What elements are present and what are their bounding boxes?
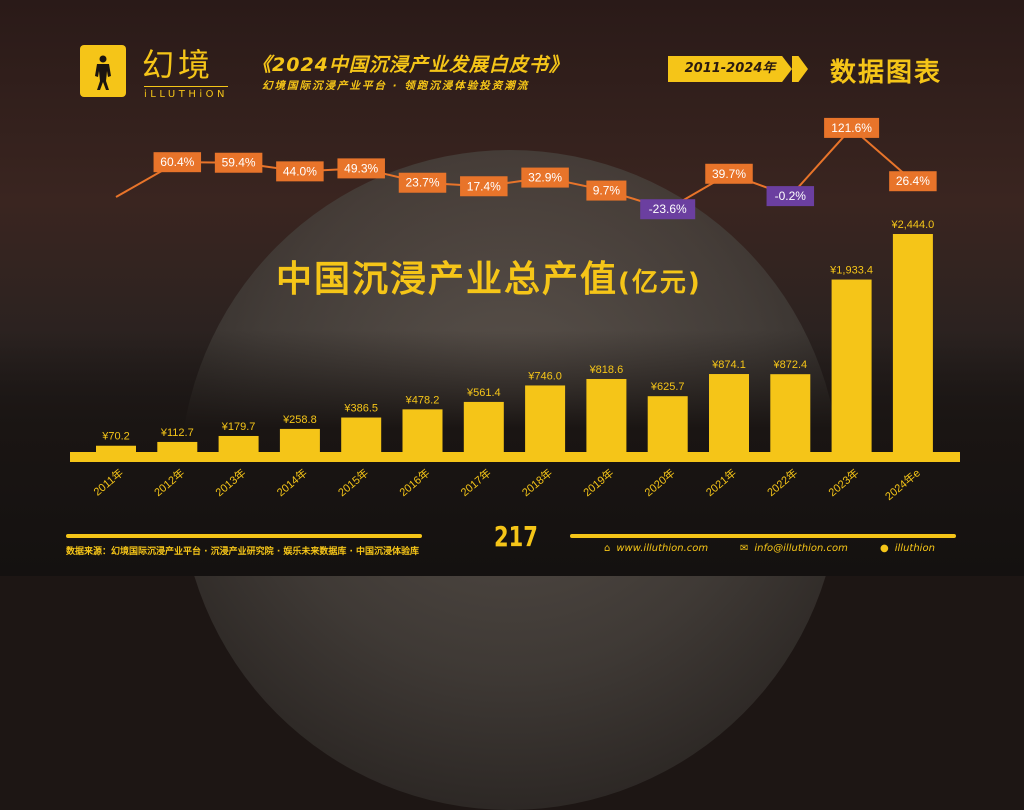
bar-value-label: ¥874.1 [711, 359, 746, 371]
email-link[interactable]: ✉ info@illuthion.com [740, 543, 848, 554]
growth-label: 121.6% [831, 121, 872, 135]
bar-value-label: ¥818.6 [589, 364, 624, 376]
growth-label-box [640, 199, 696, 220]
chart-title-text: 中国沉浸产业总产值 [276, 259, 619, 300]
bar [463, 401, 504, 452]
wechat-link[interactable]: ● illuthion [880, 543, 935, 554]
x-tick-label: 2016年 [396, 466, 432, 500]
growth-label-box [460, 176, 508, 197]
growth-label-box [398, 172, 447, 193]
growth-label-box [586, 180, 627, 201]
growth-label-box [889, 171, 937, 192]
bar [892, 234, 933, 452]
footer-divider-right [570, 534, 956, 538]
x-tick-label: 2020年 [641, 466, 677, 500]
x-tick-label: 2018年 [519, 466, 555, 500]
report-subtitle: 幻境国际沉浸产业平台 · 领跑沉浸体验投资潮流 [262, 80, 530, 92]
bar [157, 441, 198, 452]
x-tick-label: 2015年 [335, 466, 371, 500]
growth-label-box [705, 163, 753, 184]
wechat-icon: ● [880, 543, 889, 554]
growth-label-box [153, 152, 202, 173]
growth-label-box [276, 161, 324, 182]
bar-value-label: ¥2,444.0 [890, 219, 934, 231]
brand-name: 幻境 [142, 46, 215, 84]
footer-divider-left [66, 534, 422, 538]
home-icon: ⌂ [604, 543, 611, 554]
figure-icon [95, 55, 111, 90]
growth-label: 26.4% [896, 174, 930, 188]
bar [402, 409, 443, 452]
growth-label: 9.7% [593, 184, 621, 198]
growth-label: 60.4% [160, 155, 194, 169]
website-text: www.illuthion.com [616, 543, 709, 554]
growth-label: -0.2% [775, 189, 807, 203]
bar-value-label: ¥258.8 [282, 414, 317, 426]
email-text: info@illuthion.com [754, 543, 848, 554]
mail-icon: ✉ [740, 543, 749, 554]
bar-value-label: ¥625.7 [650, 381, 685, 393]
website-link[interactable]: ⌂ www.illuthion.com [604, 543, 708, 554]
bar [831, 279, 872, 452]
bar-value-label: ¥70.2 [101, 431, 130, 443]
growth-label: 39.7% [712, 167, 746, 181]
x-tick-label: 2011年 [90, 466, 126, 499]
bar-value-label: ¥478.2 [405, 394, 440, 406]
growth-label: 59.4% [222, 156, 256, 170]
bar [218, 435, 259, 452]
growth-label-box [214, 152, 263, 173]
bar [709, 374, 749, 452]
wechat-text: illuthion [894, 543, 935, 554]
report-title: 《2024中国沉浸产业发展白皮书》 [252, 54, 569, 76]
year-range-badge: 2011-2024年 [668, 56, 792, 82]
bar-value-label: ¥1,933.4 [829, 265, 873, 277]
chart: ¥70.2 2011年 ¥112.7 2012年 ¥179.7 2013年 ¥258.8 20… [70, 117, 960, 503]
x-axis-band [70, 452, 960, 462]
logo [80, 45, 126, 97]
growth-label: 17.4% [467, 179, 501, 193]
growth-label-box [766, 186, 815, 207]
x-tick-label: 2017年 [458, 466, 494, 500]
growth-label-box [824, 117, 880, 138]
bar [647, 396, 688, 452]
growth-label: 49.3% [344, 161, 378, 175]
chart-unit: (亿元) [618, 268, 702, 298]
brand-name-en: iLLUTHiON [144, 86, 228, 100]
bar-value-label: ¥112.7 [160, 427, 194, 439]
x-tick-label: 2021年 [703, 466, 739, 500]
bar-value-label: ¥872.4 [772, 359, 807, 371]
x-tick-label: 2019年 [580, 466, 616, 500]
bar [96, 445, 136, 452]
growth-label-box [521, 167, 569, 188]
bar [279, 428, 320, 452]
x-tick-label: 2023年 [825, 466, 861, 500]
data-source: 数据来源：幻境国际沉浸产业平台 · 沉浸产业研究院 · 娱乐未来数据库 · 中国… [66, 547, 420, 557]
growth-label: 23.7% [405, 176, 439, 190]
bar [770, 374, 811, 452]
x-tick-label: 2014年 [274, 466, 310, 500]
bar [586, 378, 627, 452]
chart-title: 中国沉浸产业总产值(亿元) [276, 250, 702, 302]
section-title: 数据图表 [830, 58, 943, 88]
x-tick-label: 2024年e [882, 466, 923, 503]
page-number: 217 [494, 520, 538, 553]
growth-label: 44.0% [283, 164, 317, 178]
bar-value-label: ¥561.4 [466, 387, 501, 399]
x-tick-label: 2012年 [151, 466, 187, 500]
growth-label: -23.6% [649, 202, 687, 216]
bar-value-label: ¥746.0 [527, 370, 562, 382]
x-tick-label: 2022年 [764, 466, 800, 500]
bar-value-label: ¥179.7 [221, 421, 256, 433]
x-tick-label: 2013年 [212, 466, 248, 500]
growth-label-box [337, 158, 385, 179]
bar [525, 385, 566, 452]
growth-label: 32.9% [528, 171, 562, 185]
bar-value-label: ¥386.5 [343, 403, 378, 415]
bar [341, 417, 382, 452]
